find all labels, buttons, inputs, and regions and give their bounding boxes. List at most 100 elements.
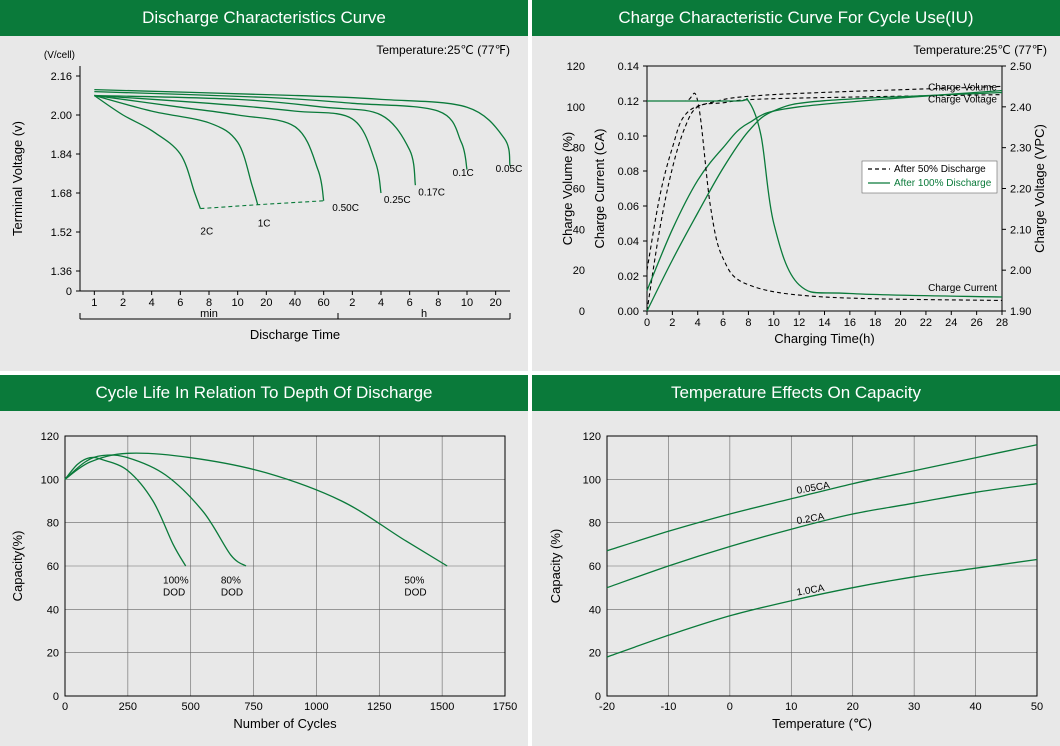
charge-xtick: 0 bbox=[644, 317, 650, 329]
charge-y3tick: 2.10 bbox=[1010, 224, 1031, 236]
charge-xtick: 4 bbox=[695, 317, 701, 329]
discharge-curve bbox=[94, 96, 323, 201]
charge-xtick: 20 bbox=[894, 317, 906, 329]
charge-curve bbox=[647, 95, 1002, 311]
cycle-y-title: Capacity(%) bbox=[10, 531, 25, 602]
charge-xtick: 14 bbox=[818, 317, 830, 329]
temp-xtick: 10 bbox=[785, 701, 797, 713]
charge-xtick: 8 bbox=[745, 317, 751, 329]
discharge-xtick: 20 bbox=[260, 297, 272, 309]
charge-y2tick: 0.02 bbox=[618, 271, 639, 283]
cycle-ytick: 20 bbox=[47, 648, 59, 660]
cycle-x-title: Number of Cycles bbox=[233, 716, 337, 731]
discharge-xtick: 6 bbox=[407, 297, 413, 309]
discharge-chart: Temperature:25℃ (77℉)(V/cell)01.361.521.… bbox=[0, 36, 528, 371]
temp-ytick: 20 bbox=[589, 648, 601, 660]
charge-xtick: 18 bbox=[869, 317, 881, 329]
discharge-xtick: 60 bbox=[318, 297, 330, 309]
tempcap-chart: -20-1001020304050020406080100120Temperat… bbox=[532, 411, 1060, 746]
panel-cycle-title: Cycle Life In Relation To Depth Of Disch… bbox=[0, 375, 528, 411]
cycle-xtick: 500 bbox=[182, 701, 200, 713]
discharge-xtick: 20 bbox=[490, 297, 502, 309]
charge-xtick: 2 bbox=[669, 317, 675, 329]
temp-curve-label: 0.05CA bbox=[796, 480, 831, 497]
temp-ytick: 40 bbox=[589, 604, 601, 616]
cycle-ytick: 80 bbox=[47, 518, 59, 530]
charge-y2tick: 0.14 bbox=[618, 61, 639, 73]
discharge-x-title: Discharge Time bbox=[250, 327, 340, 342]
charge-y2tick: 0.08 bbox=[618, 166, 639, 178]
charge-x-title: Charging Time(h) bbox=[774, 331, 874, 346]
temp-curve-label: 1.0CA bbox=[796, 583, 826, 599]
charge-legend: After 50% DischargeAfter 100% Discharge bbox=[862, 161, 997, 193]
charge-xtick: 16 bbox=[844, 317, 856, 329]
cycle-ytick: 0 bbox=[53, 691, 59, 703]
temp-xtick: 0 bbox=[727, 701, 733, 713]
charge-y1tick: 20 bbox=[573, 265, 585, 277]
cycle-xtick: 750 bbox=[244, 701, 262, 713]
cycle-ytick: 60 bbox=[47, 561, 59, 573]
charge-curve bbox=[647, 93, 1002, 312]
cycle-ytick: 40 bbox=[47, 604, 59, 616]
charge-y1-title: Charge Volume (%) bbox=[560, 132, 575, 245]
discharge-ytick: 1.36 bbox=[51, 266, 72, 278]
chart-grid: Discharge Characteristics Curve Temperat… bbox=[0, 0, 1060, 746]
cycle-curve-label: 50% bbox=[404, 575, 424, 586]
discharge-curve-label: 0.17C bbox=[418, 187, 445, 198]
charge-y3tick: 2.40 bbox=[1010, 102, 1031, 114]
charge-xtick: 26 bbox=[971, 317, 983, 329]
charge-xtick: 6 bbox=[720, 317, 726, 329]
panel-charge-title: Charge Characteristic Curve For Cycle Us… bbox=[532, 0, 1060, 36]
temp-xtick: 40 bbox=[969, 701, 981, 713]
temp-curve bbox=[607, 445, 1037, 551]
panel-tempcap: Temperature Effects On Capacity -20-1001… bbox=[532, 375, 1060, 746]
discharge-curve-label: 0.1C bbox=[453, 168, 474, 179]
temp-xtick: -10 bbox=[660, 701, 676, 713]
cycle-ytick: 120 bbox=[41, 431, 59, 443]
temp-ytick: 0 bbox=[595, 691, 601, 703]
discharge-xtick: 6 bbox=[177, 297, 183, 309]
cycle-curve bbox=[65, 457, 186, 566]
discharge-curve bbox=[94, 96, 200, 209]
discharge-xtick: 10 bbox=[461, 297, 473, 309]
temp-ytick: 100 bbox=[583, 474, 601, 486]
discharge-curve bbox=[94, 96, 381, 194]
discharge-y-unit: (V/cell) bbox=[44, 50, 75, 61]
temp-xtick: 20 bbox=[847, 701, 859, 713]
charge-temp-note: Temperature:25℃ (77℉) bbox=[913, 43, 1047, 57]
temp-curve bbox=[607, 560, 1037, 658]
charge-label-voltage: Charge Voltage bbox=[928, 95, 997, 106]
cycle-curve-label2: DOD bbox=[163, 587, 185, 598]
panel-discharge: Discharge Characteristics Curve Temperat… bbox=[0, 0, 528, 371]
cycle-xtick: 0 bbox=[62, 701, 68, 713]
discharge-ytick: 2.16 bbox=[51, 71, 72, 83]
charge-xtick: 12 bbox=[793, 317, 805, 329]
discharge-x-h: h bbox=[421, 308, 427, 320]
charge-y3tick: 2.20 bbox=[1010, 184, 1031, 196]
charge-y2tick: 0.10 bbox=[618, 131, 639, 143]
charge-curve bbox=[647, 98, 1002, 297]
charge-y1tick: 120 bbox=[567, 61, 585, 73]
discharge-y-title: Terminal Voltage (v) bbox=[10, 121, 25, 236]
discharge-xtick: 2 bbox=[120, 297, 126, 309]
charge-y3tick: 2.00 bbox=[1010, 265, 1031, 277]
charge-chart: Temperature:25℃ (77℉)0246810121416182022… bbox=[532, 36, 1060, 371]
cycle-ytick: 100 bbox=[41, 474, 59, 486]
cycle-xtick: 1000 bbox=[304, 701, 328, 713]
charge-y3tick: 2.30 bbox=[1010, 143, 1031, 155]
panel-cycle: Cycle Life In Relation To Depth Of Disch… bbox=[0, 375, 528, 746]
temp-xtick: 30 bbox=[908, 701, 920, 713]
cycle-curve bbox=[65, 453, 447, 566]
discharge-ytick: 1.84 bbox=[51, 149, 72, 161]
charge-label-volume: Charge Volume bbox=[928, 83, 997, 94]
charge-y2-title: Charge Current (CA) bbox=[592, 129, 607, 249]
charge-y1tick: 100 bbox=[567, 102, 585, 114]
charge-y2tick: 0.12 bbox=[618, 96, 639, 108]
discharge-xtick: 10 bbox=[232, 297, 244, 309]
temp-y-title: Capacity (%) bbox=[548, 529, 563, 603]
discharge-ytick: 0 bbox=[66, 286, 72, 298]
cycle-curve-label2: DOD bbox=[404, 587, 426, 598]
discharge-ytick: 2.00 bbox=[51, 110, 72, 122]
cycle-curve-label: 100% bbox=[163, 575, 189, 586]
discharge-curve bbox=[94, 90, 510, 166]
